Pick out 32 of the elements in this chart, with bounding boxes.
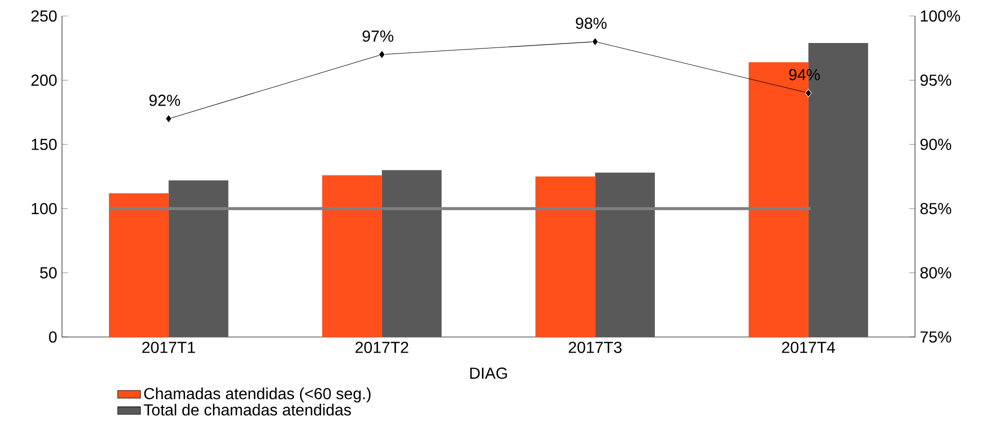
bar — [595, 172, 655, 337]
y2-tick-label: 75% — [920, 331, 952, 343]
point — [805, 88, 812, 98]
y-tick-label: 100 — [32, 202, 57, 214]
y-tick-label: 50 — [40, 267, 57, 278]
y-tick-label: 250 — [31, 10, 57, 22]
x-tick-label: 2017T3 — [568, 342, 622, 354]
y2-tick-label: 100% — [920, 10, 960, 22]
legend-label: Chamadas atendidas (<60 seg.) — [144, 388, 371, 402]
bar — [168, 180, 228, 337]
y-tick-label: 150 — [32, 138, 57, 150]
bar — [535, 176, 596, 337]
bar — [382, 170, 442, 337]
y2-tick-label: 80% — [920, 267, 952, 278]
legend-label: Total de chamadas atendidas — [144, 404, 351, 416]
x-tick-label: 2017T2 — [356, 342, 408, 354]
x-tick-label: 2017T4 — [782, 342, 836, 354]
point — [378, 50, 386, 59]
y-tick-label: 200 — [31, 74, 57, 86]
x-tick-label: 2017T1 — [142, 342, 195, 354]
data-label: 92% — [149, 94, 180, 106]
y2-tick-label: 90% — [920, 138, 952, 150]
y2-tick-label: 95% — [920, 74, 952, 86]
point — [592, 37, 598, 46]
y-tick-label: 0 — [49, 331, 57, 343]
bar — [322, 175, 382, 337]
data-label: 97% — [362, 30, 394, 42]
point — [165, 114, 172, 123]
data-label: 98% — [576, 18, 607, 29]
y2-tick-label: 85% — [920, 202, 952, 214]
x-axis-title: DIAG — [470, 368, 507, 379]
bar — [108, 193, 169, 337]
